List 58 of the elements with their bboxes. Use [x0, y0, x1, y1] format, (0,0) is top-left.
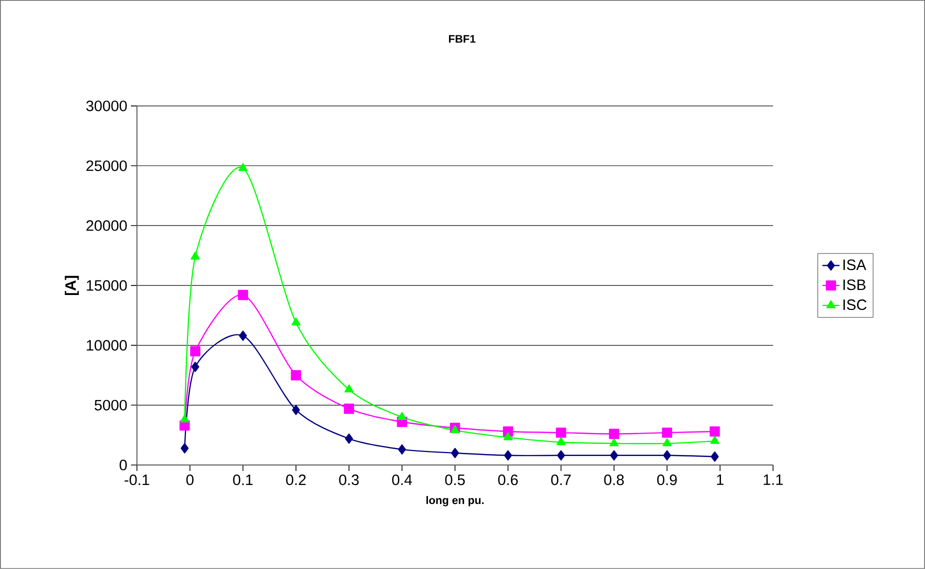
x-tick-label: 0.1 [233, 474, 253, 486]
point [610, 438, 619, 446]
point [344, 404, 354, 414]
x-tick-label: 1.1 [764, 474, 783, 485]
y-axis-title: [A] [64, 276, 79, 296]
point [180, 443, 189, 454]
point [450, 425, 460, 434]
point [556, 428, 566, 438]
chart-title: FBF1 [448, 35, 476, 43]
point [292, 404, 300, 416]
x-tick-label: 0.6 [498, 474, 518, 486]
point [557, 450, 565, 461]
point [190, 346, 200, 356]
x-tick-label: 0.4 [392, 474, 412, 486]
point [662, 438, 672, 446]
point [451, 448, 459, 458]
x-tick-label: 0 [186, 474, 194, 486]
point [191, 362, 200, 372]
point [344, 384, 354, 392]
y-tick-label: 0 [120, 460, 127, 470]
x-tick-label: 0.3 [339, 474, 359, 486]
y-tick-label: 15000 [86, 280, 127, 291]
x-tick-label: 0.8 [604, 474, 624, 486]
x-tick-label: -0.1 [124, 474, 150, 486]
point [710, 452, 719, 462]
x-tick-label: 0.2 [286, 474, 306, 486]
point [238, 330, 247, 341]
point [238, 290, 248, 300]
point [190, 252, 200, 260]
x-tick-label: 1 [717, 474, 724, 485]
point [398, 444, 406, 455]
y-tick-label: 20000 [86, 220, 127, 231]
point [180, 414, 190, 422]
legend-label: ISB [843, 280, 866, 290]
legend-label: ISA [843, 260, 866, 270]
y-tick-label: 30000 [86, 100, 127, 112]
point [291, 318, 300, 326]
point [290, 370, 302, 380]
point [710, 436, 720, 444]
point [504, 432, 513, 440]
point [710, 426, 720, 437]
point [556, 437, 566, 446]
point [345, 434, 353, 444]
y-tick-label: 10000 [86, 340, 127, 351]
point [608, 428, 620, 440]
x-tick-label: 0.5 [445, 474, 465, 486]
y-tick-label: 5000 [94, 400, 127, 410]
point [397, 412, 406, 420]
point [662, 428, 672, 438]
point [504, 450, 512, 461]
x-tick-label: 0.9 [657, 474, 677, 486]
point [663, 450, 672, 461]
x-axis-title: long en pu. [426, 496, 484, 506]
point [238, 163, 248, 172]
point [610, 450, 618, 461]
x-tick-label: 0.7 [551, 474, 571, 486]
legend-label: ISC [843, 299, 867, 310]
y-tick-label: 25000 [86, 160, 127, 172]
